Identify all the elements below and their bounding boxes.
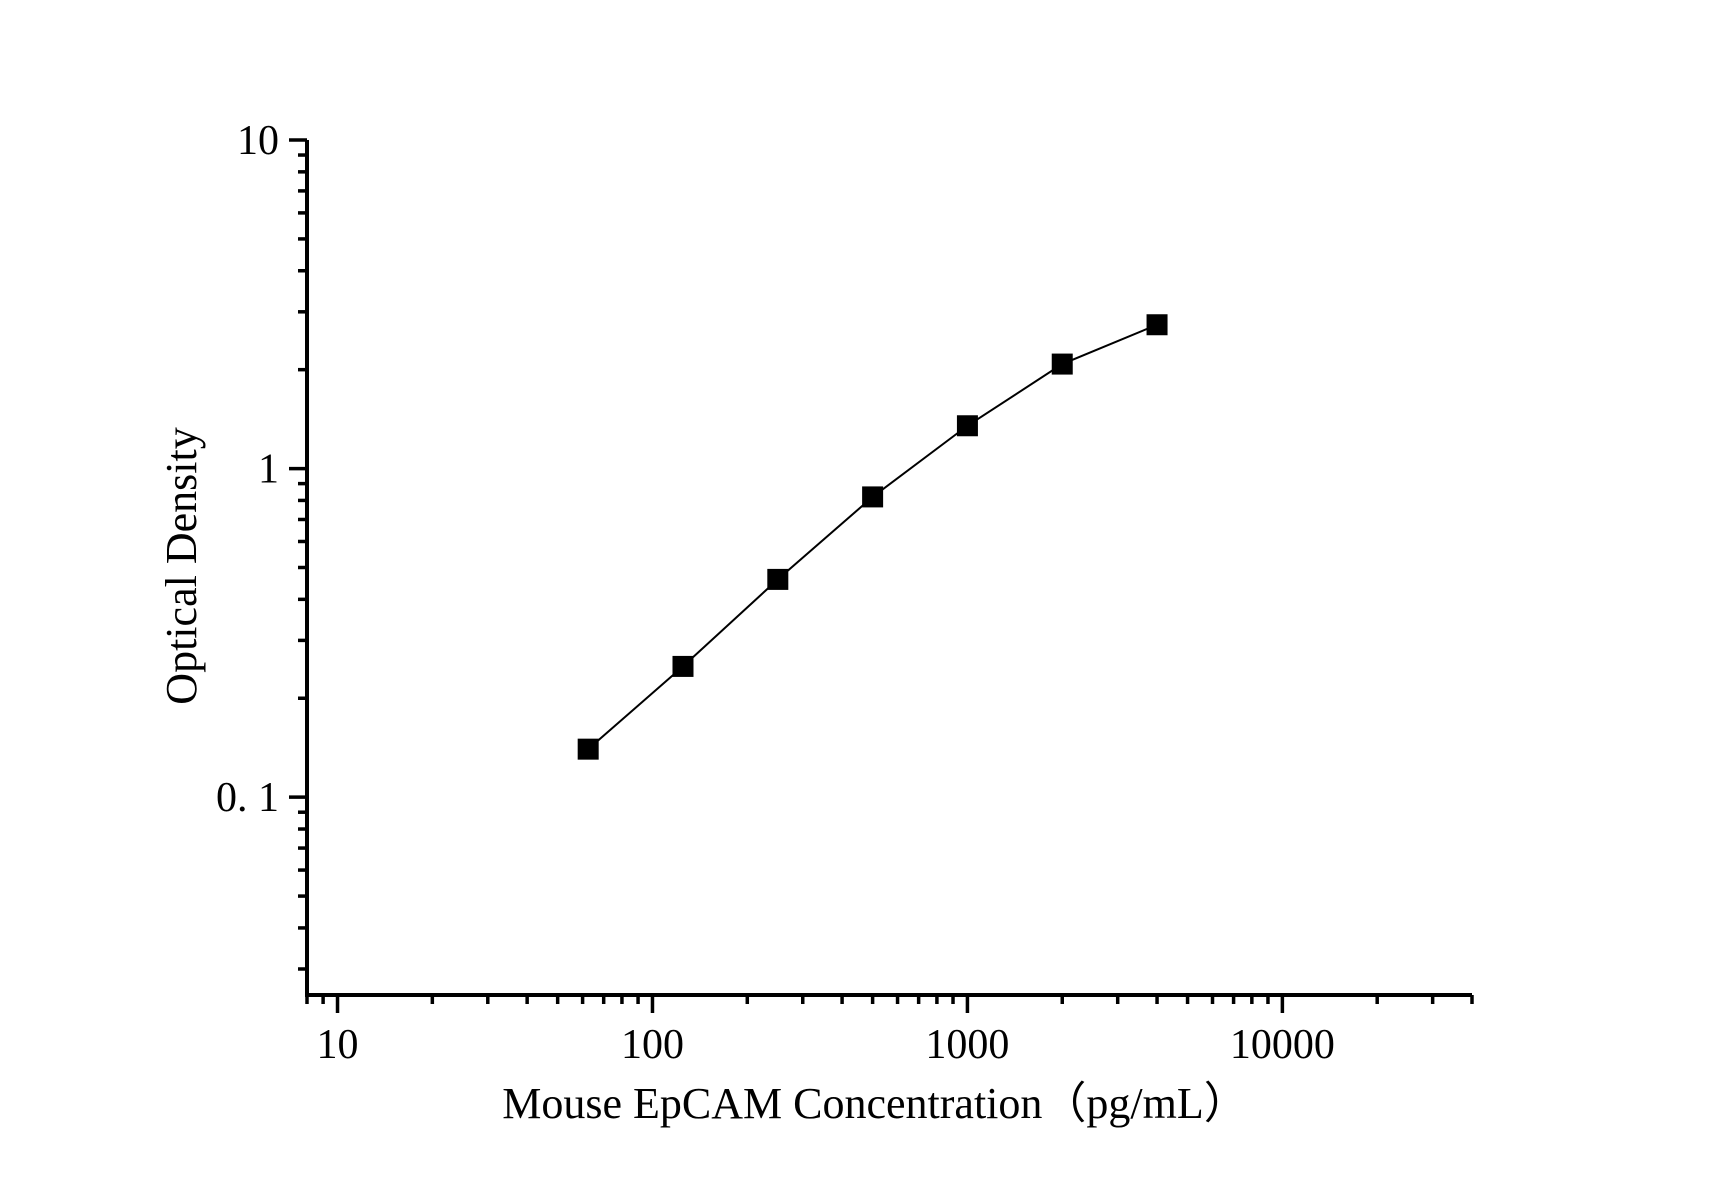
axis-tick-labels: 10 100 1000 10000 10 1 0. 1 — [216, 118, 1335, 1068]
x-tick-label: 10 — [317, 1022, 359, 1068]
series-standard-curve — [577, 314, 1168, 760]
y-tick-label: 0. 1 — [216, 775, 279, 821]
data-point-marker — [1051, 353, 1073, 375]
data-point-marker — [577, 738, 599, 760]
x-tick-label: 100 — [621, 1022, 684, 1068]
axes — [305, 140, 1472, 997]
data-point-marker — [1146, 314, 1168, 336]
data-point-marker — [862, 486, 884, 508]
x-tick-label: 10000 — [1230, 1022, 1335, 1068]
y-tick-label: 10 — [237, 118, 279, 164]
data-point-marker — [767, 568, 789, 590]
x-tick-label: 1000 — [925, 1022, 1009, 1068]
axis-ticks — [289, 138, 1474, 1013]
y-axis-title: Optical Density — [157, 427, 206, 704]
x-axis-title: Mouse EpCAM Concentration（pg/mL） — [502, 1079, 1248, 1128]
data-point-marker — [672, 655, 694, 677]
data-point-marker — [956, 415, 978, 437]
series-line — [587, 323, 1158, 750]
y-tick-label: 1 — [258, 447, 279, 493]
